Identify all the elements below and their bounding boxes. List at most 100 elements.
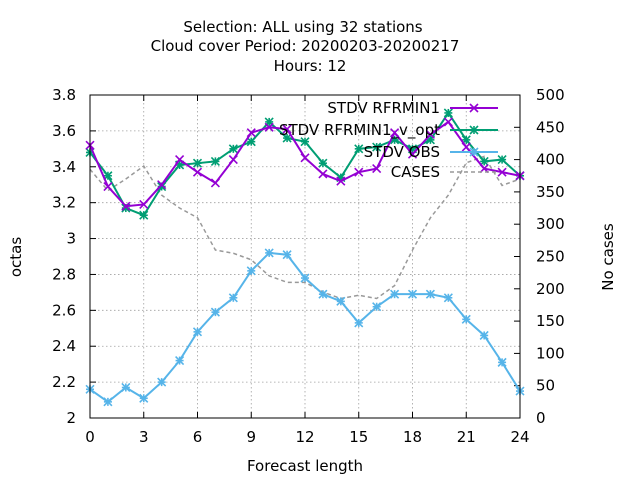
legend: STDV RFRMIN1 STDV RFRMIN1_v_opt STDV OBS CA… xyxy=(279,99,498,181)
data-point xyxy=(282,250,292,260)
data-point xyxy=(282,133,292,143)
data-point xyxy=(192,158,203,168)
legend-item: CASES xyxy=(391,163,498,181)
y2-tick-label: 200 xyxy=(536,280,565,298)
data-point xyxy=(425,289,435,299)
data-point xyxy=(228,293,238,303)
y2-tick-label: 150 xyxy=(536,312,565,330)
data-point xyxy=(469,147,479,157)
data-point xyxy=(318,289,328,299)
y2-tick-label: 350 xyxy=(536,183,565,201)
data-point xyxy=(175,155,185,165)
y-tick-label: 2.8 xyxy=(52,265,76,283)
data-point xyxy=(103,171,113,181)
data-point xyxy=(390,128,400,138)
series-layer xyxy=(85,108,525,407)
x-tick-label: 21 xyxy=(457,428,476,446)
data-point xyxy=(264,122,274,132)
data-point xyxy=(497,357,507,367)
data-point xyxy=(354,167,364,177)
data-point xyxy=(121,201,131,211)
data-point xyxy=(103,181,113,192)
x-tick-label: 18 xyxy=(403,428,422,446)
y2-axis-label: No cases xyxy=(599,223,617,291)
data-point xyxy=(139,393,149,403)
x-tick-label: 6 xyxy=(193,428,203,446)
x-tick-label: 3 xyxy=(139,428,149,446)
data-point xyxy=(192,167,203,177)
chart-title: Selection: ALL using 32 stations Cloud c… xyxy=(151,18,460,75)
y2-tick-label: 0 xyxy=(536,409,546,427)
title-line-1: Selection: ALL using 32 stations xyxy=(183,18,422,36)
data-point xyxy=(443,117,453,127)
data-point xyxy=(300,153,310,163)
axis-ticks: 0 3 6 9 12 15 18 21 24 2 2.2 2.4 2.6 2.8 3 3.2 3.4 3.6 3.8… xyxy=(52,86,565,446)
data-point xyxy=(228,144,238,154)
y-tick-label: 3.4 xyxy=(52,158,76,176)
data-point xyxy=(461,142,471,152)
data-point xyxy=(210,178,220,188)
x-axis-label: Forecast length xyxy=(247,457,363,475)
data-point xyxy=(497,155,507,165)
y2-tick-label: 450 xyxy=(536,118,565,136)
data-point xyxy=(354,144,364,154)
y2-tick-label: 50 xyxy=(536,377,555,395)
data-point xyxy=(264,248,274,258)
data-point xyxy=(157,180,167,190)
legend-item: STDV OBS xyxy=(364,143,498,161)
data-point xyxy=(469,125,479,135)
data-point xyxy=(139,199,149,210)
y2-tick-label: 100 xyxy=(536,344,565,362)
data-point xyxy=(354,318,364,328)
data-point xyxy=(157,377,167,387)
title-line-2: Cloud cover Period: 20200203-20200217 xyxy=(151,37,460,55)
plot-frame xyxy=(89,94,521,419)
data-point xyxy=(192,327,203,337)
data-point xyxy=(103,397,113,407)
data-point xyxy=(246,137,256,147)
x-tick-label: 9 xyxy=(246,428,256,446)
data-point xyxy=(246,128,256,138)
data-point xyxy=(228,155,238,165)
y-tick-label: 2.2 xyxy=(52,373,76,391)
data-point xyxy=(336,296,346,306)
x-tick-label: 15 xyxy=(349,428,368,446)
data-point xyxy=(425,129,435,140)
y2-tick-label: 400 xyxy=(536,151,565,169)
x-tick-label: 24 xyxy=(510,428,529,446)
data-point xyxy=(318,169,328,179)
data-point xyxy=(318,158,328,168)
legend-label: STDV RFRMIN1 xyxy=(327,99,440,117)
data-point xyxy=(282,124,292,134)
data-point xyxy=(372,302,382,312)
y-tick-label: 3 xyxy=(66,230,76,248)
data-point xyxy=(443,293,453,303)
series-line xyxy=(89,155,521,300)
data-point xyxy=(300,273,310,283)
y-tick-label: 2 xyxy=(66,409,76,427)
legend-label: CASES xyxy=(391,163,440,181)
y2-tick-label: 250 xyxy=(536,248,565,266)
data-point xyxy=(497,167,507,177)
data-point xyxy=(175,356,185,366)
data-point xyxy=(407,289,418,299)
title-line-3: Hours: 12 xyxy=(274,57,347,75)
data-point xyxy=(210,156,220,166)
y2-tick-label: 500 xyxy=(536,86,565,104)
data-point xyxy=(479,164,489,174)
y2-tick-label: 300 xyxy=(536,215,565,233)
data-point xyxy=(461,314,471,324)
y-tick-label: 3.6 xyxy=(52,122,76,140)
series-stdv-obs xyxy=(85,248,525,407)
data-point xyxy=(469,103,479,113)
y-tick-label: 3.8 xyxy=(52,86,76,104)
x-tick-label: 12 xyxy=(295,428,314,446)
data-point xyxy=(210,307,220,317)
legend-label: STDV RFRMIN1_v_opt xyxy=(279,121,440,140)
data-point xyxy=(372,142,382,152)
data-point xyxy=(336,176,346,186)
data-point xyxy=(246,266,256,276)
legend-item: STDV RFRMIN1 xyxy=(327,99,498,117)
data-point xyxy=(372,164,382,174)
